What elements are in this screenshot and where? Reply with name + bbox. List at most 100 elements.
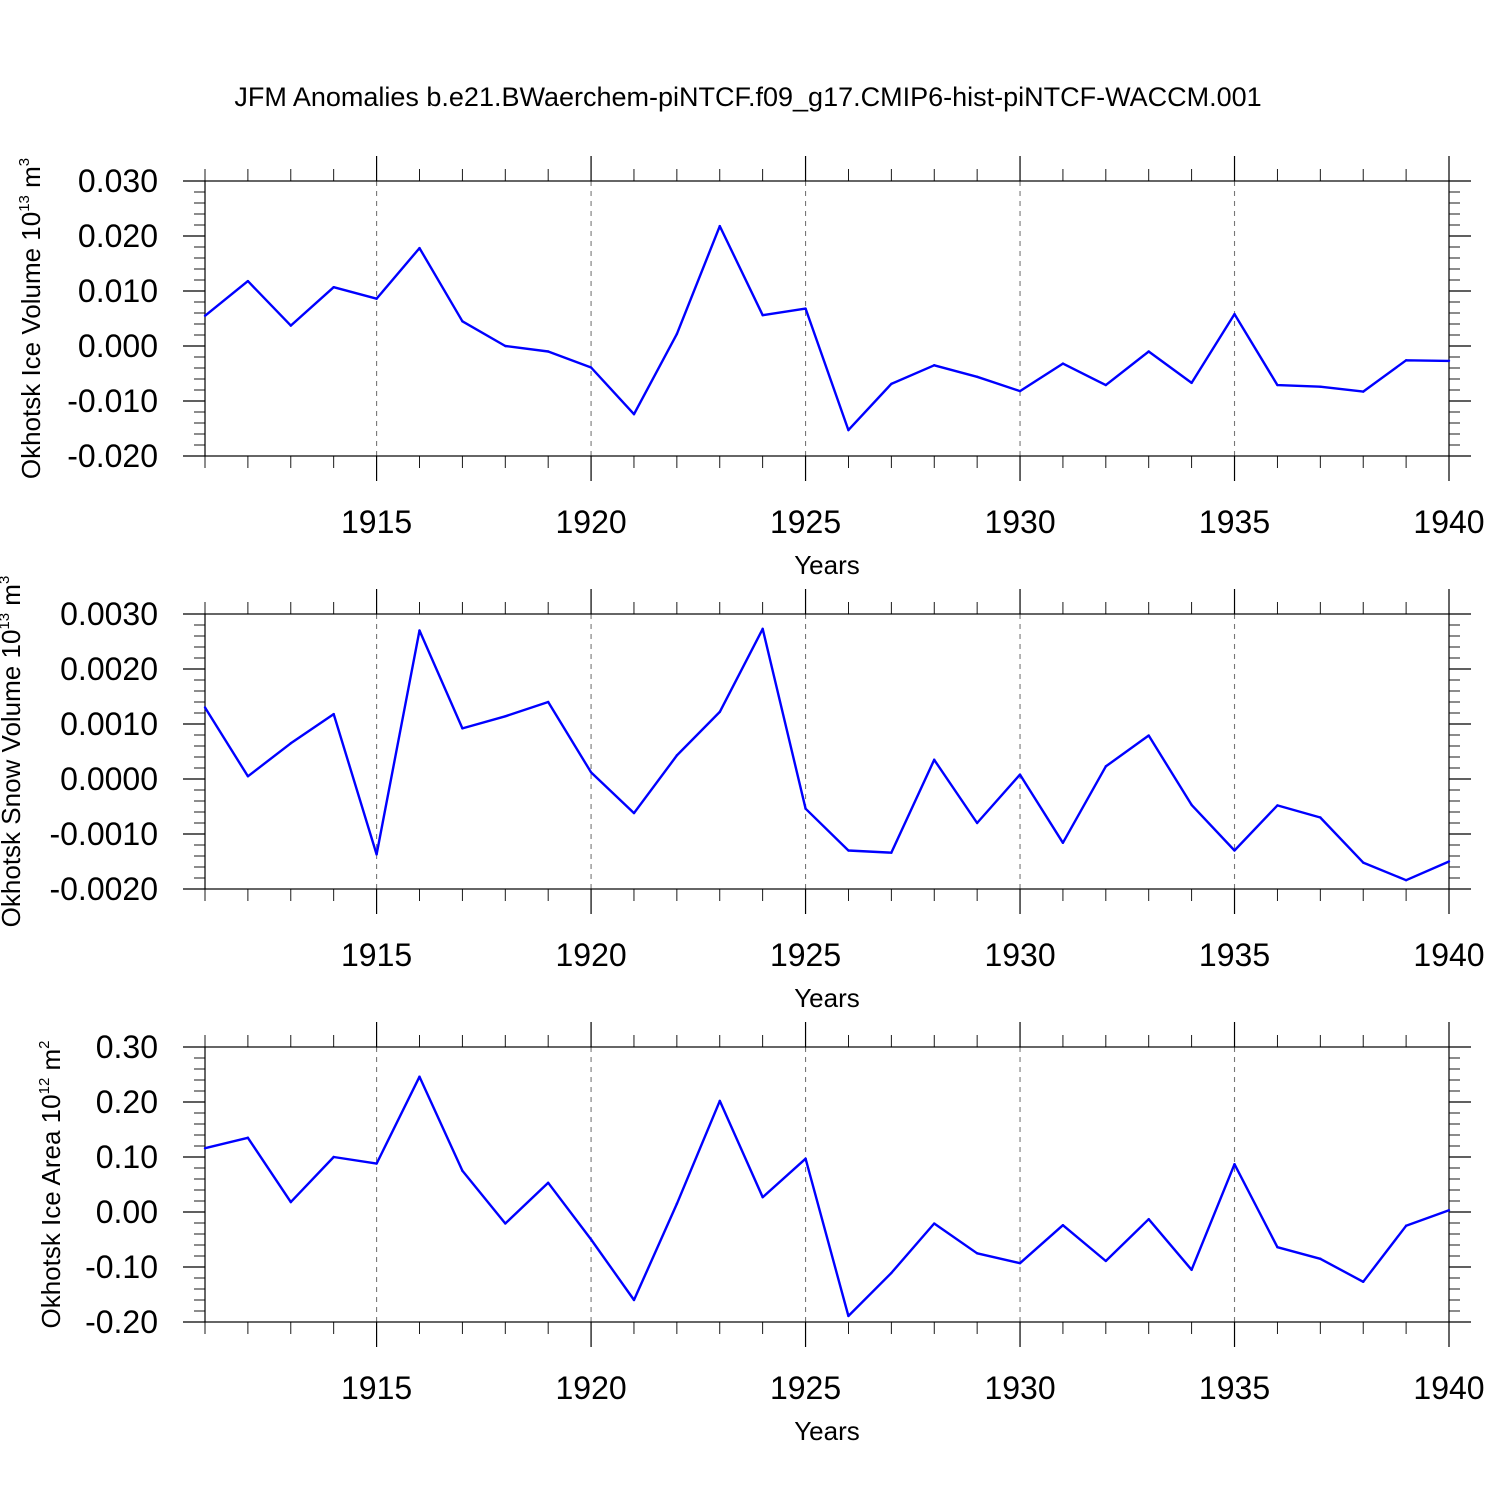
panels: -0.020 -0.010 0.000 0.010 0.020 0.030 1915 1920… (0, 156, 1485, 1446)
data-point (761, 1195, 764, 1199)
data-point (1276, 804, 1279, 807)
data-point (1233, 1162, 1236, 1166)
data-point (718, 224, 721, 228)
data-point (1061, 1224, 1065, 1227)
data-point (546, 350, 550, 353)
y-tick-label: -0.010 (67, 383, 158, 419)
data-point (461, 1169, 464, 1172)
data-point (203, 1147, 207, 1150)
data-point (1104, 1259, 1108, 1263)
data-point (933, 758, 936, 761)
data-point (1233, 312, 1236, 316)
data-point (804, 807, 807, 810)
y-axis-title-part: m (0, 584, 26, 613)
y-tick-label: -0.0020 (49, 871, 158, 907)
data-point (675, 1202, 679, 1205)
data-point (246, 1136, 250, 1139)
data-point (933, 1222, 936, 1225)
y-tick-label: -0.020 (67, 438, 158, 474)
x-tick-label: 1925 (770, 937, 841, 973)
y-tick-label: 0.30 (96, 1029, 158, 1065)
data-point (332, 712, 335, 716)
y-tick-label: -0.20 (85, 1304, 158, 1340)
data-point (246, 775, 250, 778)
data-point (375, 853, 378, 856)
data-point (418, 629, 421, 632)
y-tick-label: -0.0010 (49, 816, 158, 852)
data-point (847, 428, 850, 432)
x-axis-title: Years (794, 550, 860, 580)
y-axis-title-superscript: 13 (16, 195, 33, 212)
data-point (1147, 350, 1150, 353)
data-point (1362, 1280, 1365, 1284)
x-tick-label: 1925 (770, 504, 841, 540)
y-tick-label: 0.0030 (60, 596, 158, 632)
data-point (1018, 389, 1022, 393)
x-tick-label: 1915 (341, 504, 412, 540)
data-point (461, 727, 464, 730)
y-axis-title-superscript: 3 (0, 576, 13, 584)
data-point (1190, 803, 1193, 807)
data-point (1362, 861, 1365, 864)
x-tick-label: 1935 (1199, 504, 1270, 540)
data-point (375, 1162, 378, 1165)
data-point (675, 332, 679, 336)
figure-title: JFM Anomalies b.e21.BWaerchem-piNTCF.f09… (234, 82, 1261, 112)
panel-3: -0.20 -0.10 0.00 0.10 0.20 0.30 1915 1920 1925 19… (36, 1022, 1485, 1446)
y-tick-label: 0.0020 (60, 651, 158, 687)
y-axis-title-part: m (36, 1049, 66, 1078)
data-point (1147, 1217, 1150, 1221)
data-point (847, 849, 850, 852)
y-tick-label: 0.030 (78, 163, 158, 199)
data-point (1319, 385, 1322, 388)
data-point (546, 700, 550, 704)
x-tick-label: 1920 (555, 937, 626, 973)
data-point (246, 279, 250, 283)
data-point (504, 1222, 507, 1225)
data-point (718, 710, 721, 714)
data-point (761, 314, 764, 317)
x-axis-title: Years (794, 1416, 860, 1446)
data-point (632, 413, 636, 416)
data-point (933, 364, 936, 367)
data-point (1404, 1224, 1408, 1227)
x-tick-label: 1935 (1199, 1370, 1270, 1406)
data-point (1233, 849, 1236, 852)
y-axis-title-part: m (16, 166, 46, 195)
x-tick-label: 1915 (341, 937, 412, 973)
x-tick-label: 1935 (1199, 937, 1270, 973)
data-point (761, 627, 764, 631)
x-tick-label: 1930 (984, 937, 1055, 973)
data-point (975, 375, 979, 378)
data-point (1061, 362, 1065, 365)
y-axis-title-superscript: 12 (36, 1078, 53, 1095)
data-point (461, 320, 464, 323)
data-point (375, 297, 378, 300)
data-point (203, 706, 207, 709)
data-point (1190, 381, 1193, 385)
data-point (1447, 860, 1451, 863)
plot-frame (204, 613, 1450, 890)
data-point (1319, 816, 1322, 819)
y-tick-label: 0.0010 (60, 706, 158, 742)
y-tick-label: -0.10 (85, 1249, 158, 1285)
data-point (1447, 359, 1451, 363)
x-tick-label: 1925 (770, 1370, 841, 1406)
series-line (204, 1075, 1450, 1318)
y-axis-title: Okhotsk Snow Volume 1013 m3 (0, 576, 26, 928)
data-point (1018, 773, 1022, 776)
data-point (975, 1252, 979, 1255)
data-point (546, 1181, 550, 1185)
y-tick-label: 0.020 (78, 218, 158, 254)
x-tick-label: 1930 (984, 1370, 1055, 1406)
data-point (589, 1238, 593, 1241)
x-tick-label: 1940 (1413, 504, 1484, 540)
data-point (418, 1075, 421, 1078)
data-point (332, 1155, 335, 1159)
x-tick-label: 1920 (555, 504, 626, 540)
data-point (1061, 841, 1065, 844)
data-point (289, 1200, 292, 1204)
data-point (1018, 1261, 1022, 1265)
x-tick-label: 1920 (555, 1370, 626, 1406)
data-point (890, 1271, 893, 1275)
